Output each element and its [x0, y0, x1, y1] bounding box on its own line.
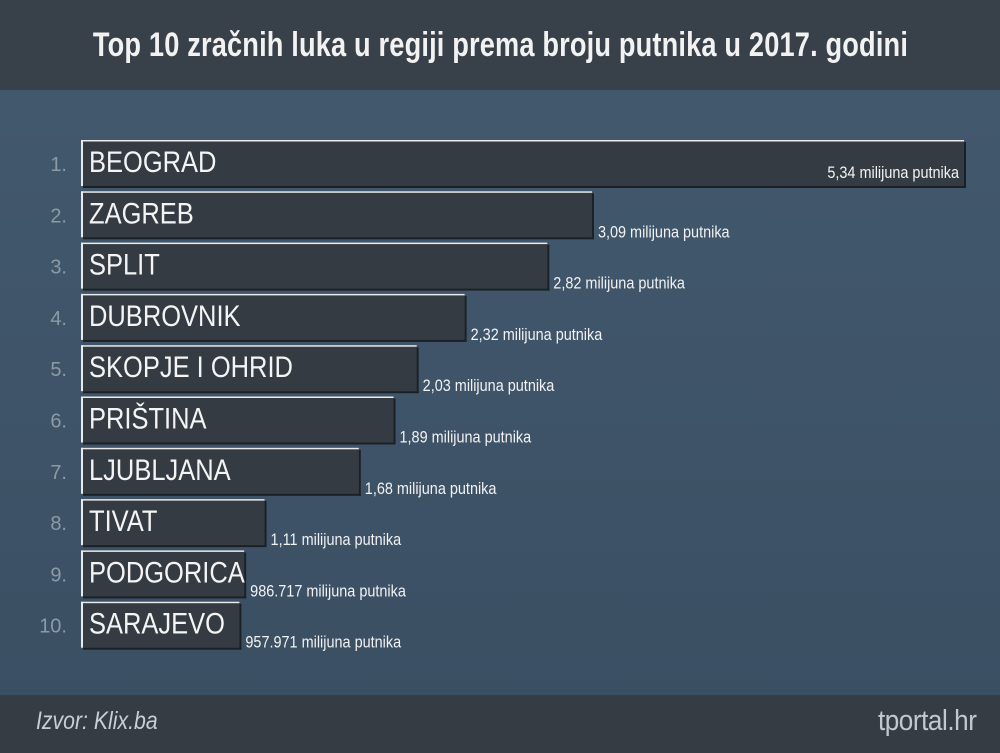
bar-shadow [83, 545, 267, 548]
value-label: 957.971 milijuna putnika [245, 634, 401, 652]
rank-label: 1. [50, 154, 67, 176]
value-label: 1,89 milijuna putnika [400, 428, 532, 446]
category-label: PODGORICA [89, 555, 245, 588]
bar-left-edge [81, 242, 83, 289]
bar-shadow-side [239, 603, 242, 650]
rank-label: 8. [50, 513, 67, 535]
bar-shadow [83, 596, 247, 599]
bar-top-edge [81, 140, 964, 142]
source-text: Izvor: Klix.ba [36, 707, 158, 735]
bar-top-edge [81, 601, 240, 604]
bar-top-edge [81, 550, 245, 552]
value-label: 2,82 milijuna putnika [553, 275, 685, 293]
rank-label: 9. [50, 564, 67, 586]
header-bar: Top 10 zračnih luka u regiji prema broju… [0, 0, 1000, 90]
bar [81, 293, 465, 340]
bar-group: 4. DUBROVNIK 2,32 milijuna putnika [50, 293, 603, 344]
category-label: LJUBLJANA [89, 453, 231, 486]
bar-shadow-side [244, 552, 247, 599]
brand-logo: tportal.hr [877, 705, 976, 737]
bar-group: 3. SPLIT 2,82 milijuna putnika [50, 242, 685, 293]
bar-left-edge [81, 601, 83, 648]
rank-label: 2. [50, 205, 67, 227]
bar-shadow-side [416, 347, 419, 394]
bar-shadow [83, 339, 467, 342]
bar-chart: 1. BEOGRAD 5,34 milijuna putnika 2. ZAGREB 3,… [39, 140, 966, 652]
value-label: 5,34 milijuna putnika [827, 164, 959, 182]
bar-left-edge [81, 447, 83, 494]
value-label: 1,11 milijuna putnika [271, 531, 402, 549]
bar-group: 7. LJUBLJANA 1,68 milijuna putnika [50, 447, 497, 498]
category-label: SPLIT [89, 248, 160, 281]
bar [81, 601, 240, 648]
bar-left-edge [81, 396, 83, 443]
category-label: SKOPJE I OHRID [89, 350, 293, 383]
bar-shadow [83, 391, 419, 394]
value-label: 1,68 milijuna putnika [365, 480, 497, 498]
value-label: 986.717 milijuna putnika [250, 582, 406, 600]
chart-area: 1. BEOGRAD 5,34 milijuna putnika 2. ZAGREB 3,… [0, 90, 1000, 695]
rank-label: 7. [50, 462, 67, 484]
footer-bar: Izvor: Klix.ba tportal.hr [0, 695, 1000, 753]
page-title: Top 10 zračnih luka u regiji prema broju… [92, 25, 908, 64]
bar [81, 345, 417, 392]
bar-shadow [83, 493, 361, 496]
bar-shadow [83, 186, 966, 188]
rank-label: 3. [50, 257, 67, 279]
bar-group: 6. PRIŠTINA 1,89 milijuna putnika [50, 396, 532, 447]
bar-top-edge [81, 191, 592, 193]
category-label: SARAJEVO [89, 607, 225, 640]
bar-shadow [83, 237, 594, 240]
value-label: 3,09 milijuna putnika [598, 223, 730, 241]
bar-top-edge [81, 242, 548, 245]
bar-group: 2. ZAGREB 3,09 milijuna putnika [50, 191, 730, 242]
bar-group: 8. TIVAT 1,11 milijuna putnika [50, 499, 401, 549]
rank-label: 5. [50, 359, 67, 381]
rank-label: 10. [39, 616, 67, 638]
bar-shadow [83, 647, 242, 650]
bar-left-edge [81, 140, 83, 186]
bar-group: 1. BEOGRAD 5,34 milijuna putnika [50, 140, 966, 188]
bar-shadow-side [547, 244, 550, 291]
bar-top-edge [81, 396, 394, 398]
bar-left-edge [81, 345, 83, 392]
bar [81, 191, 592, 238]
bar-left-edge [81, 550, 83, 597]
bar-shadow-side [464, 295, 467, 342]
bar-top-edge [81, 293, 465, 296]
bar [81, 447, 359, 494]
bar-top-edge [81, 447, 359, 450]
bar-shadow-side [591, 193, 594, 240]
bar-top-edge [81, 499, 265, 501]
rank-label: 6. [50, 411, 67, 433]
bar-shadow-side [393, 398, 396, 445]
bar-group: 9. PODGORICA 986.717 milijuna putnika [50, 550, 406, 601]
bar-group: 5. SKOPJE I OHRID 2,03 milijuna putnika [50, 345, 555, 396]
bar-shadow-side [358, 449, 361, 496]
bar-shadow [83, 288, 550, 291]
bar-shadow-side [264, 501, 267, 548]
value-label: 2,32 milijuna putnika [471, 326, 603, 344]
bar [81, 396, 394, 443]
category-label: DUBROVNIK [89, 299, 241, 332]
category-label: BEOGRAD [89, 145, 216, 178]
rank-label: 4. [50, 308, 67, 330]
bar [81, 242, 548, 289]
bar [81, 499, 265, 546]
category-label: ZAGREB [89, 196, 194, 229]
category-label: TIVAT [89, 504, 157, 537]
bar [81, 550, 245, 597]
bar-shadow [83, 442, 396, 445]
category-label: PRIŠTINA [89, 402, 207, 435]
bar [81, 140, 964, 186]
bar-shadow-side [964, 142, 966, 188]
bar-group: 10. SARAJEVO 957.971 milijuna putnika [39, 601, 401, 652]
bar-left-edge [81, 191, 83, 238]
bar-left-edge [81, 293, 83, 340]
value-label: 2,03 milijuna putnika [423, 377, 555, 395]
bar-top-edge [81, 345, 417, 347]
bar-left-edge [81, 499, 83, 546]
